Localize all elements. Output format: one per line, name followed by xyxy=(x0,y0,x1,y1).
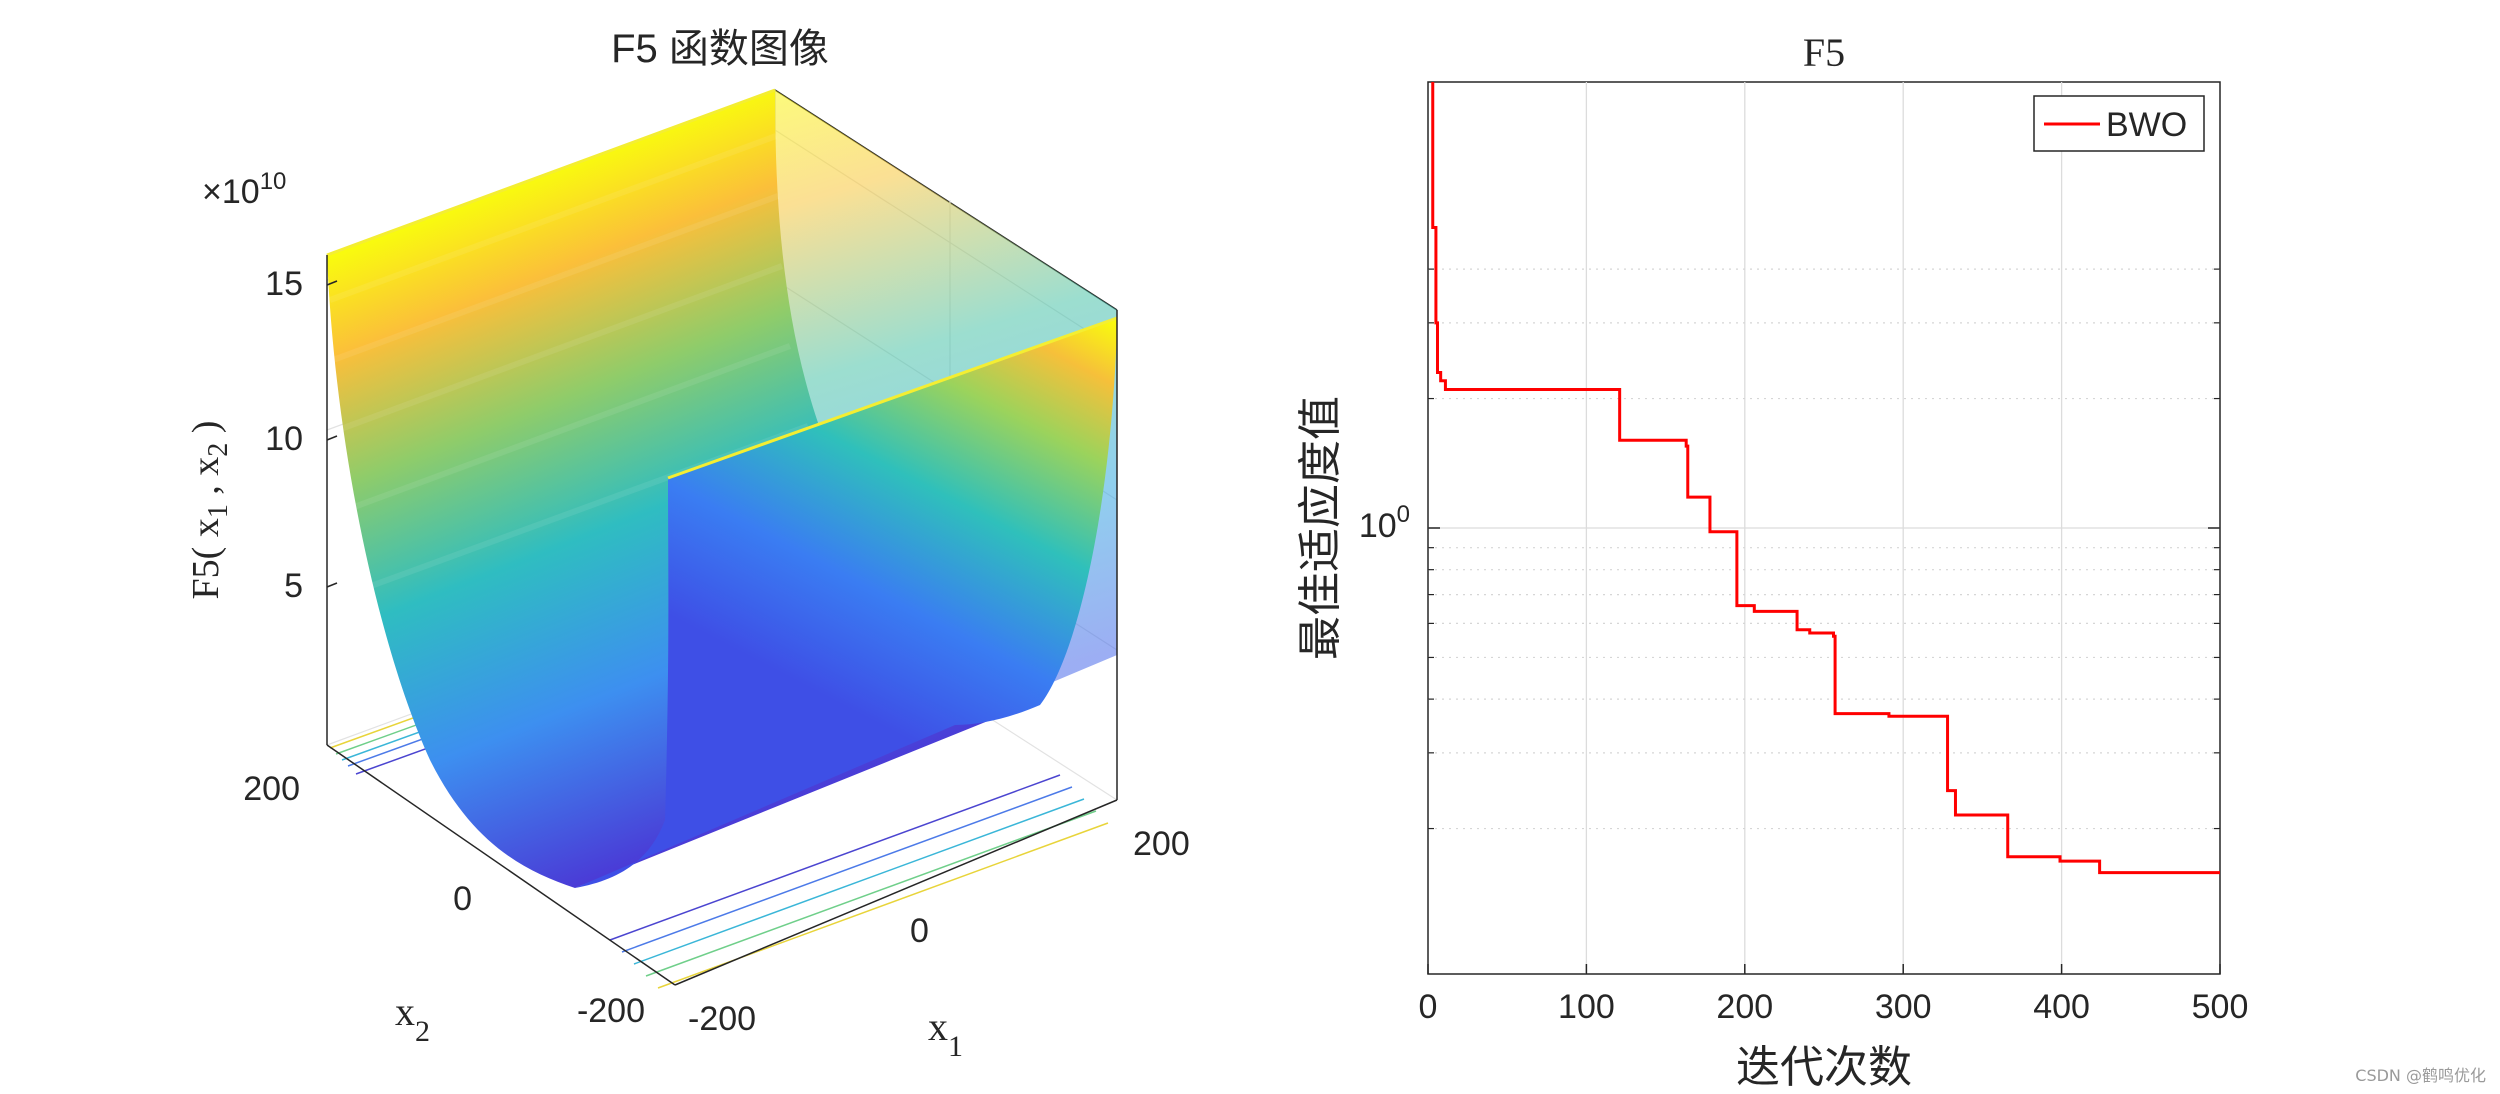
x-tick-label: 0 xyxy=(910,912,929,950)
series-line-bwo xyxy=(1431,82,2220,875)
x-tick-label: 500 xyxy=(2192,988,2249,1026)
x-tick-label: 200 xyxy=(1716,988,1773,1026)
legend-label-bwo: BWO xyxy=(2106,106,2187,144)
z-tick-label: 15 xyxy=(265,265,303,303)
x-tick-label: 300 xyxy=(1875,988,1932,1026)
y-tick-label: -200 xyxy=(577,992,645,1030)
surface-right-wall xyxy=(575,318,1117,888)
x-tick-label: 400 xyxy=(2033,988,2090,1026)
z-ticks xyxy=(326,280,338,588)
x-tick-label: 100 xyxy=(1558,988,1615,1026)
x-axis-line xyxy=(674,799,1118,986)
surface-axes: 5 10 15 ×1010 F5( x1 , x2 ) 200 0 -200 x… xyxy=(185,27,1190,1063)
x-tick-label: 0 xyxy=(1419,988,1438,1026)
surface-right-rim xyxy=(667,316,1118,480)
z-exponent-label: ×1010 xyxy=(202,168,286,211)
legend: BWO xyxy=(2033,95,2205,152)
y-tick-label-1e0: 100 xyxy=(1359,501,1410,545)
curve-title: F5 xyxy=(1803,30,1845,75)
y-axis-label: x2 xyxy=(395,989,430,1048)
curve-y-axis-label: 最佳适应度值 xyxy=(1296,396,1345,660)
surface-left-rim xyxy=(326,88,776,257)
surface-title: F5 函数图像 xyxy=(611,27,829,71)
x-tick-labels: 0 100 200 300 400 500 xyxy=(1419,988,2249,1026)
x-axis-label: x1 xyxy=(928,1004,963,1063)
y-tick-label: 200 xyxy=(243,770,300,808)
x-tick-label: 200 xyxy=(1133,825,1190,863)
convergence-axes: 0 100 200 300 400 500 100 BWO F5 迭代次数 最佳适应度值 xyxy=(1296,30,2249,1092)
x-tick-label: -200 xyxy=(688,1000,756,1038)
curve-x-axis-label: 迭代次数 xyxy=(1736,1043,1912,1092)
y-axis-line xyxy=(326,744,676,986)
z-tick-label: 10 xyxy=(265,420,303,458)
z-axis-label: F5( x1 , x2 ) xyxy=(185,421,234,600)
watermark: CSDN @鹤鸣优化 xyxy=(2355,1066,2486,1085)
y-gridlines xyxy=(1428,268,2220,830)
axis-ticks xyxy=(1427,268,2221,974)
z-tick-label: 5 xyxy=(284,567,303,605)
y-tick-label: 0 xyxy=(453,880,472,918)
